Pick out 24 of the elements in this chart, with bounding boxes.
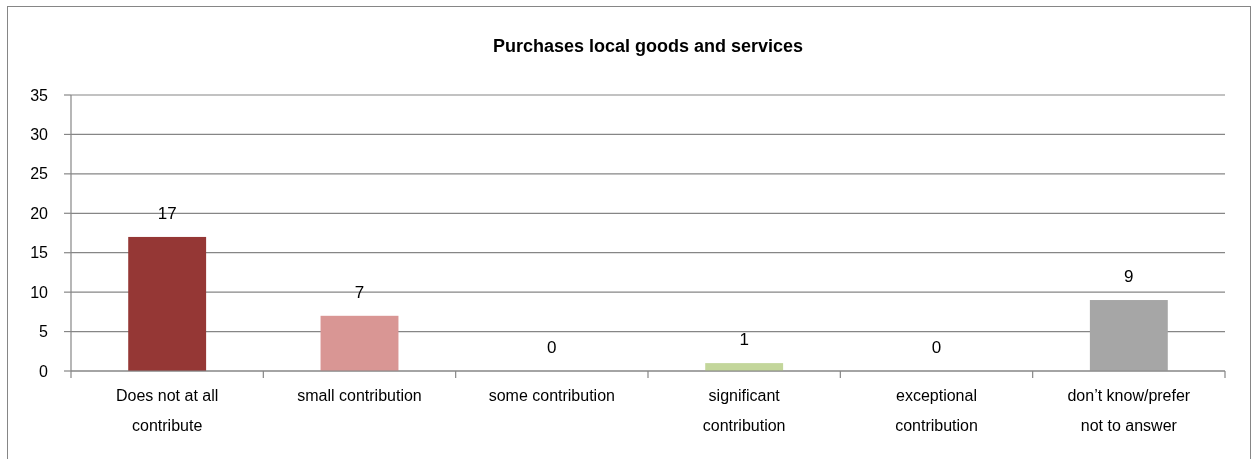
y-tick-label: 30 (30, 126, 49, 144)
x-tick-label: small contribution (297, 387, 422, 404)
y-tick-label: 20 (30, 204, 49, 222)
y-tick-label: 35 (30, 86, 49, 104)
data-label: 1 (739, 330, 749, 350)
chart-title: Purchases local goods and services (492, 36, 804, 56)
data-label: 0 (547, 338, 557, 357)
x-tick-label: don’t know/prefer not to answer (1067, 387, 1191, 434)
y-tick-label: 10 (30, 283, 49, 301)
x-tick-label: some contribution (488, 387, 615, 404)
y-tick-label: 5 (39, 323, 49, 341)
y-tick-label: 0 (39, 362, 49, 380)
x-tick-label: exceptional contribution (895, 387, 978, 434)
x-tick-label: significant contribution (702, 387, 786, 434)
data-label: 17 (157, 203, 177, 223)
bar (128, 236, 207, 371)
data-label: 9 (1124, 267, 1134, 287)
x-tick-label: Does not at all contribute (116, 387, 219, 434)
bar (1089, 300, 1168, 371)
bar (320, 315, 399, 371)
data-label: 0 (931, 338, 942, 357)
y-tick-label: 25 (30, 165, 49, 183)
data-label: 7 (354, 282, 365, 302)
y-tick-label: 15 (30, 244, 49, 262)
